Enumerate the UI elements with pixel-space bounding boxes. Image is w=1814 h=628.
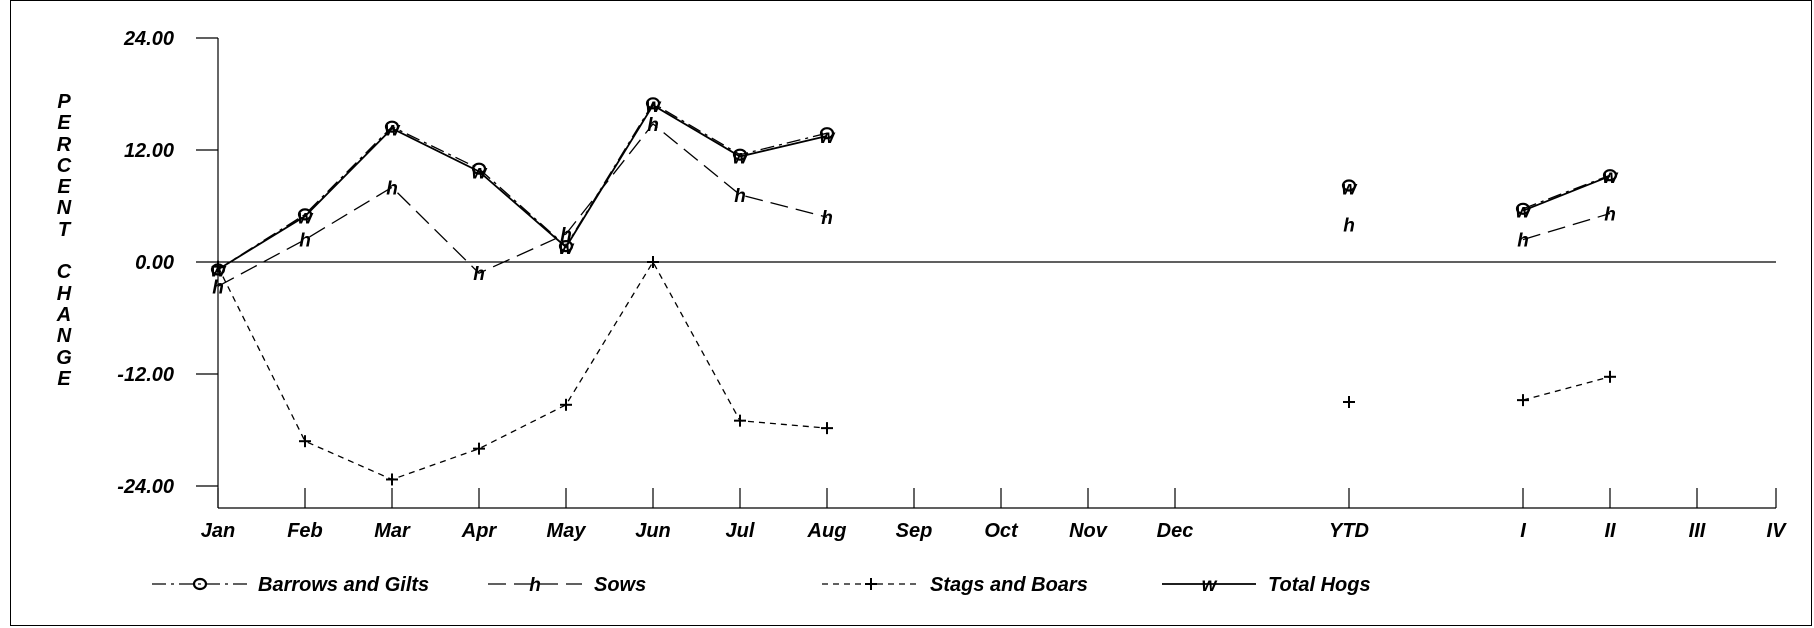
data-point-h: h [299,231,311,252]
y-axis-label-letter: A [56,303,72,326]
x-tick-label: Aug [807,520,847,542]
series-line [217,260,828,481]
data-point-h: h [821,208,833,229]
series-line [1522,174,1611,210]
x-tick-label: II [1604,520,1616,542]
x-tick-label: I [1520,520,1526,542]
y-axis-label-letter: C [56,261,72,284]
data-point-o [558,240,574,253]
data-point-o [384,120,400,133]
data-point-h: h [473,264,485,285]
y-tick-label: -12.00 [117,364,174,386]
y-axis-label-letter: E [57,112,71,135]
data-point-w: w [211,260,227,281]
data-point-w: w [1202,575,1218,596]
data-point-o [192,577,208,591]
data-point-w: w [559,238,575,259]
data-point-h: h [1517,231,1529,252]
x-tick-label: YTD [1329,520,1369,542]
chart-frame [10,0,1812,626]
series-line [217,103,828,271]
x-tick-label: Dec [1157,520,1194,542]
y-axis-label-letter: N [56,325,72,348]
x-tick-label: IV [1767,520,1788,542]
data-point-o [297,208,313,221]
y-axis-label-letter: C [56,154,72,177]
x-tick-label: Feb [287,520,323,542]
legend-label: Total Hogs [1268,574,1371,596]
x-tick-label: Apr [461,520,498,542]
x-tick-label: Sep [896,520,933,542]
data-point-h: h [1604,204,1616,225]
x-tick-label: III [1689,520,1706,542]
series-line [1522,175,1611,212]
legend-label: Sows [594,574,646,596]
y-axis-label-letter: E [57,176,71,199]
x-tick-label: Jul [726,520,755,542]
series-line [217,102,828,271]
data-point-w: w [298,207,314,228]
data-point-h: h [529,575,541,596]
data-point-o [1341,179,1357,192]
y-tick-label: -24.00 [117,476,174,498]
data-point-w: w [472,162,488,183]
data-point-o [819,127,835,140]
x-tick-label: Oct [984,520,1019,542]
data-point-h: h [386,178,398,199]
data-point-w: w [1603,167,1619,188]
y-axis-label-letter: G [56,346,72,369]
y-axis-label-letter: T [57,218,71,241]
x-tick-label: Jan [201,520,235,542]
x-tick-label: Nov [1069,520,1109,542]
y-axis-label-letter: H [56,282,72,305]
x-tick-label: May [547,520,587,542]
data-point-h: h [647,115,659,136]
legend-label: Barrows and Gilts [258,574,429,596]
data-point-w: w [820,127,836,148]
legend-label: Stags and Boars [930,574,1088,596]
data-point-o [1602,169,1618,182]
data-point-h: h [734,186,746,207]
y-tick-label: 12.00 [124,140,174,162]
data-point-w: w [733,148,749,169]
data-point-w: w [385,120,401,141]
data-point-w: w [1342,178,1358,199]
series-line [1522,376,1611,401]
data-point-h: h [1343,216,1355,237]
data-point-h: h [212,277,224,298]
y-axis-label-letter: N [56,197,72,220]
y-axis-label-letter: P [57,91,71,113]
y-axis-label-letter: E [57,367,71,390]
series-line [1522,212,1611,241]
x-tick-label: Mar [374,520,411,542]
y-axis-label-letter: R [56,133,72,156]
series-line [217,122,828,287]
x-tick-label: Jun [635,520,671,542]
y-tick-label: 0.00 [135,252,174,274]
y-tick-label: 24.00 [123,28,174,50]
data-point-w: w [1516,202,1532,223]
data-point-o [645,97,661,110]
data-point-h: h [560,225,572,246]
data-point-w: w [646,96,662,117]
